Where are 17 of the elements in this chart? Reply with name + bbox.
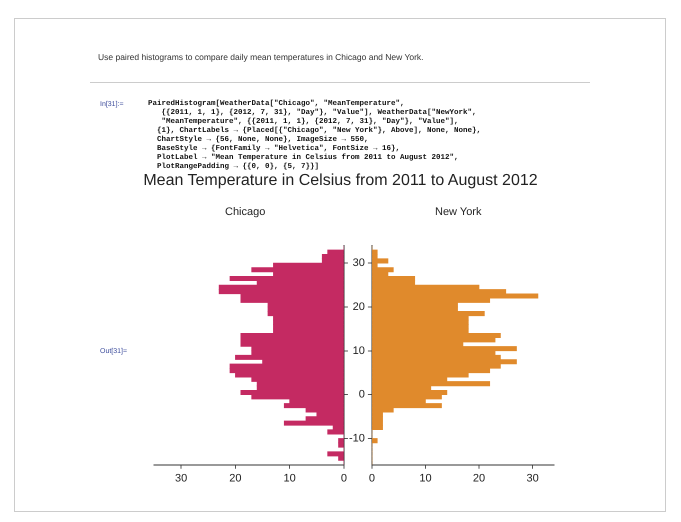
chart-subtitle: New York <box>435 206 482 218</box>
text: Use paired histograms to compare daily mean temperatures in Chicago and New York. <box>98 52 424 62</box>
x-tick-label: 30 <box>526 472 539 484</box>
x-tick-label: 20 <box>229 472 242 484</box>
chart-subtitle: Chicago <box>225 206 266 218</box>
x-tick-label: 10 <box>284 472 296 484</box>
y-tick-label: 20 <box>352 301 365 314</box>
y-tick-label: 10 <box>352 344 365 357</box>
x-tick-label: 0 <box>340 472 348 484</box>
x-tick-label: 30 <box>175 472 188 484</box>
x-tick-label: 10 <box>419 472 432 484</box>
y-tick-label: 0 <box>358 388 365 401</box>
y-tick-label: 30 <box>352 257 365 270</box>
x-tick-label: 0 <box>368 472 375 484</box>
x-tick-label: 20 <box>472 472 486 484</box>
chart-title: Mean Temperature in Celsius from 2011 to August 2012 <box>142 172 539 190</box>
y-tick-label: -10 <box>348 432 365 445</box>
